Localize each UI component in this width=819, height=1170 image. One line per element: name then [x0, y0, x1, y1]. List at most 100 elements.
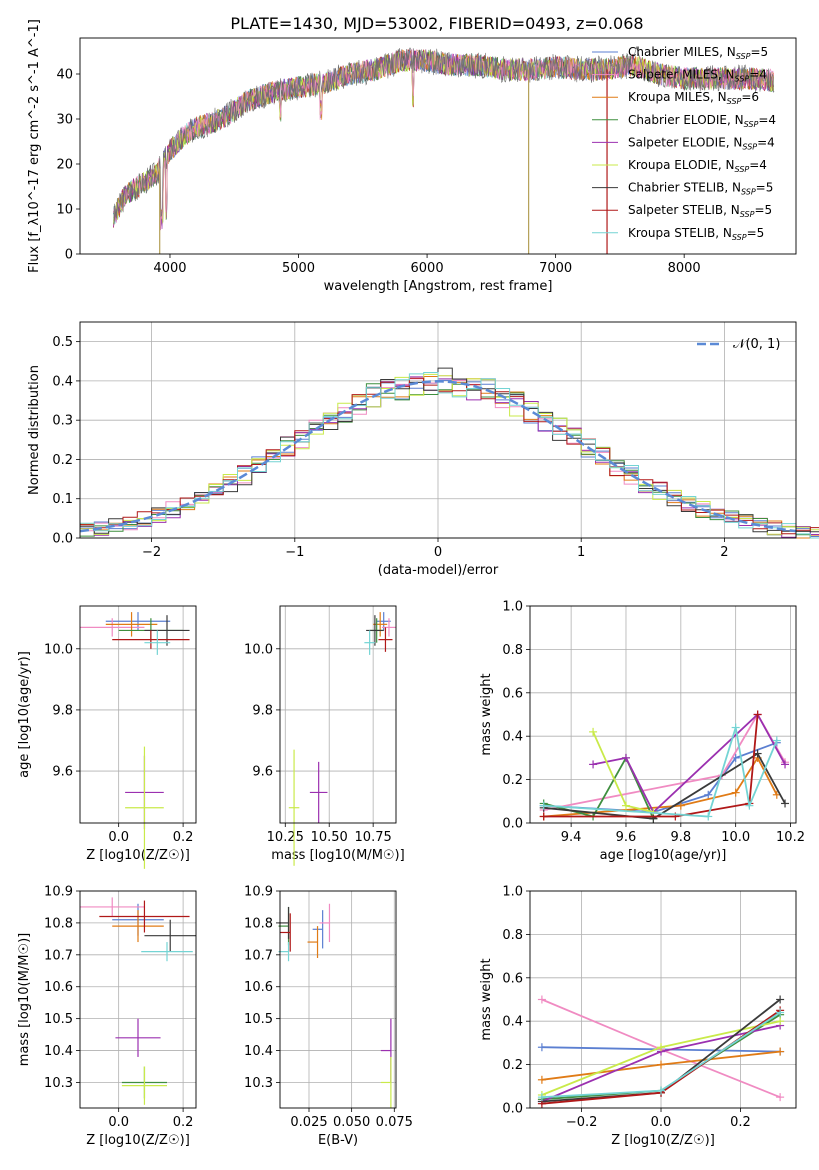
legend-label-text: Salpeter MILES, N	[628, 68, 735, 82]
y-axis-label: mass weight	[479, 673, 494, 755]
y-tick-label: 10.9	[244, 885, 273, 900]
legend-count: =5	[756, 181, 774, 195]
y-tick-label: 0.0	[52, 532, 73, 547]
y-axis-label: Normed distribution	[27, 365, 42, 495]
x-tick-label: 0.2	[730, 1115, 751, 1130]
x-tick-label: 0.2	[173, 830, 194, 845]
legend-subscript: SSP	[736, 52, 751, 61]
x-tick-label: −0.2	[566, 1115, 598, 1130]
plot-area	[80, 606, 196, 823]
legend-count: =4	[757, 135, 775, 149]
panel-ebv-mass: 0.025 0.050 0.075 10.3 10.4 10.5 10.6 10.7 10.8 1…	[244, 885, 413, 1149]
x-tick-label: 7000	[539, 261, 572, 276]
y-tick-label: 0.2	[502, 773, 523, 788]
x-tick-label: 0.050	[333, 1115, 370, 1130]
weight-series	[543, 712, 786, 811]
y-tick-label: 10.3	[244, 1076, 273, 1091]
x-axis-label: Z [log10(Z/Z☉)]	[611, 1133, 715, 1148]
x-tick-label: 6000	[411, 261, 444, 276]
histogram-series	[80, 375, 819, 539]
legend-label-text: Chabrier MILES, N	[628, 45, 736, 59]
y-tick-label: 10.8	[244, 916, 273, 931]
y-tick-label: 10.4	[44, 1044, 73, 1059]
weight-lines	[537, 995, 785, 1108]
legend-label: Chabrier MILES, NSSP=5	[628, 45, 768, 61]
normal-curve	[79, 380, 797, 533]
panel-age-weight: 9.4 9.6 9.8 10.0 10.2 0.0 0.2 0.4 0.6 0.8 1.0 age […	[479, 600, 805, 864]
x-tick-label: 0.025	[290, 1115, 327, 1130]
y-tick-label: 1.0	[502, 600, 523, 615]
y-axis-label: age [log10(age/yr)]	[17, 651, 32, 778]
x-tick-label: 5000	[282, 261, 315, 276]
spectrum-lines	[113, 45, 775, 254]
x-tick-label: 0.2	[173, 1115, 194, 1130]
plot-area	[80, 322, 796, 539]
legend-count: =6	[741, 90, 759, 104]
x-axis-label: Z [log10(Z/Z☉)]	[86, 848, 190, 863]
y-tick-label: 0.4	[502, 1015, 523, 1030]
y-tick-label: 0.3	[52, 414, 73, 429]
panel-Z-age: 0.0 0.2 9.6 9.8 10.0 Z [log10(Z/Z☉)] age [log1…	[17, 605, 197, 869]
y-tick-label: 10.3	[44, 1076, 73, 1091]
y-tick-label: 0.6	[502, 971, 523, 986]
x-tick-label: 10.50	[311, 830, 348, 845]
x-tick-label: 10.25	[267, 830, 304, 845]
legend-count: =5	[754, 203, 772, 217]
legend-subscript: SSP	[744, 120, 759, 129]
x-tick-label: 8000	[668, 261, 701, 276]
weight-lines	[539, 710, 790, 823]
plot-frame	[79, 37, 797, 255]
plot-frame	[79, 890, 197, 1109]
legend-label: Chabrier ELODIE, NSSP=4	[628, 113, 776, 129]
plot-area	[280, 606, 396, 823]
legend-label-text: Salpeter STELIB, N	[628, 203, 740, 217]
y-tick-label: 0.8	[502, 643, 523, 658]
y-tick-label: 10.9	[44, 885, 73, 900]
error-bars	[80, 897, 196, 1105]
y-tick-label: 10.7	[44, 948, 73, 963]
y-tick-label: 10.4	[244, 1044, 273, 1059]
x-tick-label: 10.0	[721, 830, 750, 845]
panel-spectrum: 4000 5000 6000 7000 8000 0 10 20 30 40 wavelength …	[27, 19, 797, 294]
plot-frame	[529, 605, 797, 824]
y-tick-label: 1.0	[502, 885, 523, 900]
x-axis-label: Z [log10(Z/Z☉)]	[86, 1133, 190, 1148]
y-tick-label: 0	[65, 248, 73, 263]
legend-label: Salpeter STELIB, NSSP=5	[628, 203, 772, 219]
legend-subscript: SSP	[735, 165, 750, 174]
legend-count: =4	[749, 68, 767, 82]
y-tick-label: 0.2	[502, 1058, 523, 1073]
histogram-steps	[80, 367, 819, 539]
histogram-series	[80, 373, 819, 535]
weight-series	[543, 752, 786, 820]
y-tick-label: 10.6	[244, 980, 273, 995]
legend-count: =4	[758, 113, 776, 127]
legend-count: =5	[747, 226, 765, 240]
y-tick-label: 0.0	[502, 817, 523, 832]
y-tick-label: 10.7	[244, 948, 273, 963]
x-tick-label: 0.075	[376, 1115, 413, 1130]
legend-label-text: Chabrier ELODIE, N	[628, 113, 744, 127]
legend-label-text: Kroupa ELODIE, N	[628, 158, 735, 172]
x-tick-label: 10.75	[355, 830, 392, 845]
x-tick-label: 4000	[153, 261, 186, 276]
legend-subscript: SSP	[740, 210, 755, 219]
y-tick-label: 0.2	[52, 453, 73, 468]
x-tick-label: 0.0	[108, 830, 129, 845]
legend-subscript: SSP	[742, 142, 757, 151]
legend-subscript: SSP	[735, 75, 750, 84]
legend-label: Salpeter ELODIE, NSSP=4	[628, 135, 775, 151]
x-axis-label: (data-model)/error	[378, 563, 499, 578]
y-tick-label: 10.0	[244, 642, 273, 657]
plot-area	[280, 890, 396, 1108]
legend-label-text: Kroupa MILES, N	[628, 90, 727, 104]
legend-label-text: Salpeter ELODIE, N	[628, 135, 742, 149]
legend-subscript: SSP	[741, 188, 756, 197]
spectrum-line	[113, 49, 774, 225]
y-tick-label: 0.5	[52, 335, 73, 350]
y-tick-label: 0.4	[52, 374, 73, 389]
y-tick-label: 0.4	[502, 730, 523, 745]
y-tick-label: 0.8	[502, 928, 523, 943]
